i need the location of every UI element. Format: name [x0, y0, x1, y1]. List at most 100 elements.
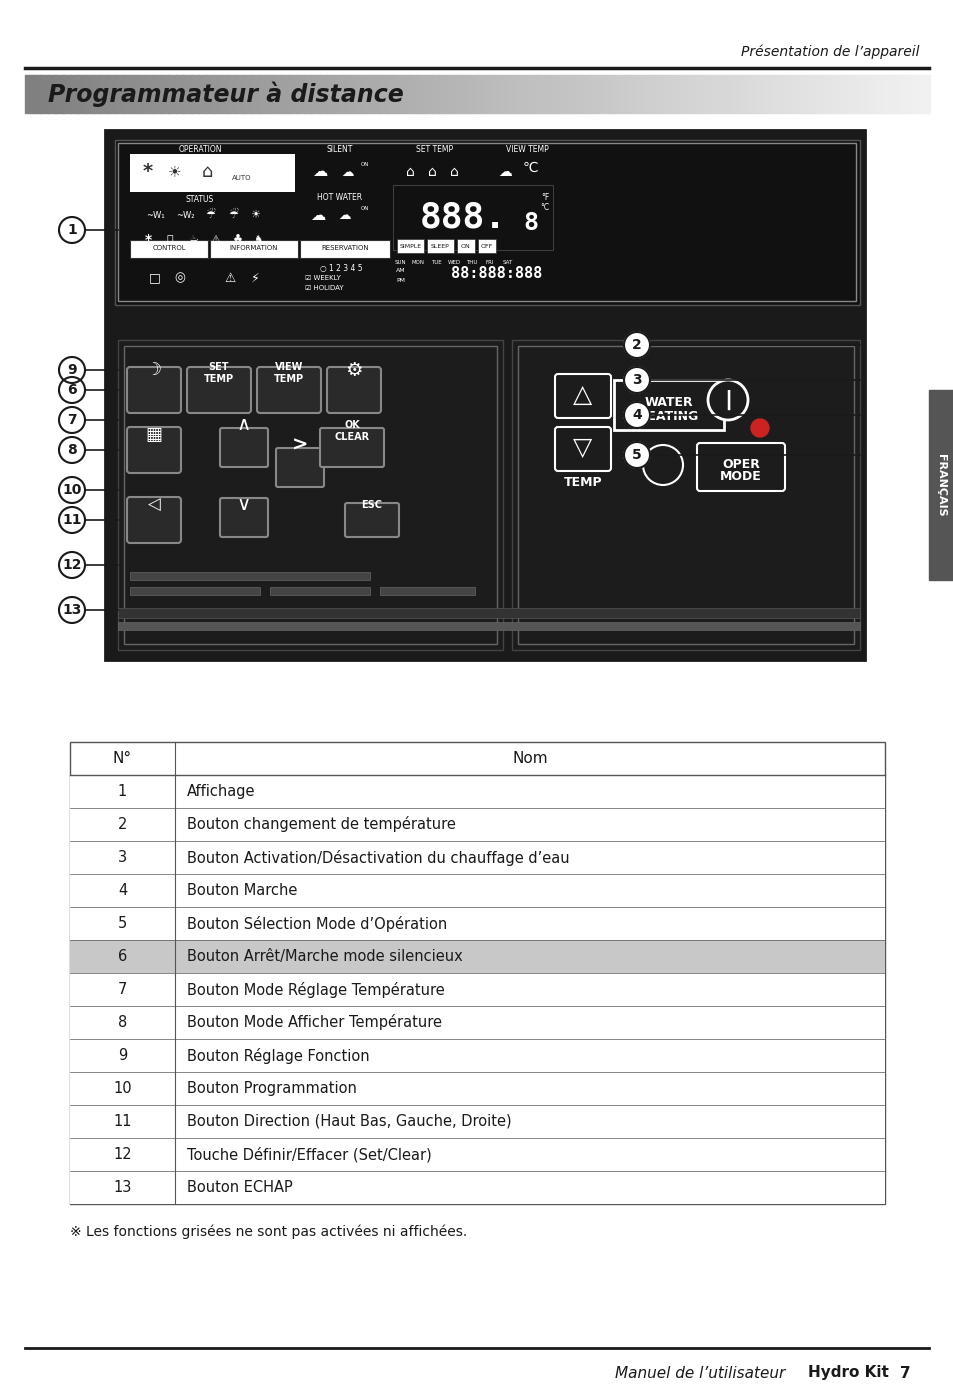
Bar: [183, 76, 192, 113]
Bar: [85, 76, 93, 113]
Text: Présentation de l’appareil: Présentation de l’appareil: [740, 45, 919, 59]
Bar: [544, 76, 553, 113]
Bar: [118, 608, 859, 617]
Text: ⚠: ⚠: [210, 235, 220, 245]
Bar: [476, 76, 485, 113]
Bar: [105, 130, 864, 659]
Circle shape: [623, 367, 649, 393]
Text: ⌂: ⌂: [405, 165, 414, 179]
Text: ⌂: ⌂: [427, 165, 436, 179]
Bar: [702, 76, 711, 113]
Bar: [589, 76, 598, 113]
Bar: [258, 76, 267, 113]
Bar: [785, 76, 794, 113]
Text: 5: 5: [632, 448, 641, 462]
Text: 6: 6: [118, 949, 127, 965]
Bar: [130, 154, 294, 192]
Bar: [100, 76, 109, 113]
Bar: [882, 76, 891, 113]
Bar: [394, 76, 402, 113]
Text: SIMPLE: SIMPLE: [399, 244, 421, 249]
Bar: [379, 587, 475, 595]
Text: VIEW TEMP: VIEW TEMP: [505, 146, 548, 154]
Text: 7: 7: [117, 981, 127, 997]
Text: HEATING: HEATING: [638, 409, 699, 423]
Bar: [77, 76, 86, 113]
Text: WED: WED: [447, 260, 460, 266]
FancyBboxPatch shape: [220, 428, 268, 468]
Bar: [439, 76, 447, 113]
Bar: [146, 76, 153, 113]
Bar: [393, 185, 553, 251]
Bar: [243, 76, 252, 113]
Text: >: >: [292, 435, 308, 455]
Text: WATER: WATER: [644, 396, 693, 409]
Text: TEMP: TEMP: [274, 374, 304, 384]
Bar: [334, 76, 342, 113]
Text: 4: 4: [632, 407, 641, 421]
Bar: [152, 76, 161, 113]
Bar: [567, 76, 576, 113]
Text: 1: 1: [118, 784, 127, 799]
Bar: [70, 874, 884, 907]
Text: Bouton Mode Afficher Température: Bouton Mode Afficher Température: [187, 1015, 441, 1030]
Text: AUTO: AUTO: [232, 175, 252, 181]
Text: △: △: [573, 384, 592, 407]
Text: ○ 1 2 3 4 5: ○ 1 2 3 4 5: [319, 263, 362, 273]
Text: ☁: ☁: [312, 165, 327, 179]
Bar: [70, 1138, 884, 1170]
Text: OFF: OFF: [480, 244, 493, 249]
Text: AM: AM: [395, 269, 405, 273]
Bar: [130, 239, 208, 258]
Bar: [718, 76, 726, 113]
Circle shape: [59, 437, 85, 463]
Bar: [70, 776, 884, 808]
Text: 3: 3: [632, 372, 641, 386]
Text: ♞: ♞: [253, 235, 263, 245]
Text: Bouton ECHAP: Bouton ECHAP: [187, 1180, 293, 1196]
Bar: [274, 76, 282, 113]
Bar: [575, 76, 583, 113]
Bar: [529, 76, 537, 113]
Bar: [642, 76, 651, 113]
Bar: [396, 239, 423, 253]
Text: ☽: ☽: [146, 361, 162, 379]
Circle shape: [59, 377, 85, 403]
Text: TEMP: TEMP: [563, 476, 601, 490]
Bar: [70, 808, 884, 841]
Text: ☀: ☀: [168, 165, 182, 179]
Text: RESERVATION: RESERVATION: [321, 245, 369, 251]
Bar: [70, 742, 884, 1204]
Bar: [905, 76, 914, 113]
Circle shape: [59, 407, 85, 433]
Text: SUN: SUN: [394, 260, 405, 266]
Bar: [123, 76, 132, 113]
FancyBboxPatch shape: [127, 497, 181, 543]
Bar: [191, 76, 199, 113]
Bar: [341, 76, 350, 113]
Bar: [861, 76, 869, 113]
Bar: [612, 76, 620, 113]
Text: ∧: ∧: [236, 416, 251, 434]
Text: MON: MON: [411, 260, 424, 266]
Text: 6: 6: [67, 384, 77, 398]
Bar: [251, 76, 259, 113]
Text: 1: 1: [67, 223, 77, 237]
Bar: [371, 76, 379, 113]
Bar: [326, 76, 335, 113]
Bar: [815, 76, 823, 113]
Bar: [70, 1170, 884, 1204]
Bar: [311, 76, 319, 113]
Bar: [124, 346, 497, 644]
Bar: [679, 76, 688, 113]
Text: Touche Définir/Effacer (Set/Clear): Touche Définir/Effacer (Set/Clear): [187, 1147, 432, 1162]
Bar: [228, 76, 236, 113]
Bar: [210, 239, 297, 258]
Text: ☁: ☁: [338, 209, 351, 221]
Text: ☔: ☔: [228, 210, 237, 220]
Bar: [32, 76, 41, 113]
Bar: [658, 76, 665, 113]
Bar: [838, 76, 846, 113]
Bar: [318, 76, 327, 113]
Bar: [446, 76, 455, 113]
